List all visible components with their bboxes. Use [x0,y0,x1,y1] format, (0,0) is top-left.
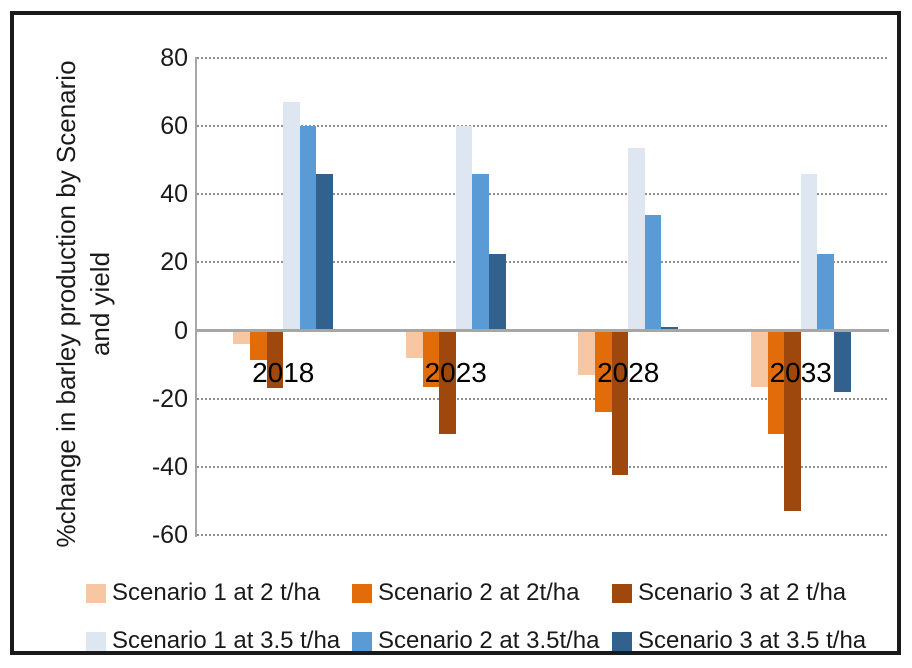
y-tick-label: -40 [151,452,188,481]
category-label: 2033 [769,356,832,388]
bar [595,330,612,413]
bar [800,173,818,331]
y-tick-label: 0 [174,316,188,345]
plot-area: 2018 2023 2028 2033 [195,57,889,537]
legend-swatch [352,631,372,651]
legend-item: Scenario 1 at 2 t/ha [86,578,320,608]
bar [578,330,596,375]
legend-label: Scenario 3 at 3.5 t/ha [638,627,867,654]
legend-label: Scenario 1 at 3.5 t/ha [112,627,341,654]
gridline [197,465,887,468]
gridline [197,534,887,536]
bar [439,330,456,435]
category-label: 2028 [597,356,660,388]
bar [644,214,662,331]
legend-item: Scenario 1 at 3.5 t/ha [86,626,340,656]
bar [250,330,267,360]
bar [299,126,317,331]
y-axis-title-line: %change in barley production by Scenario [51,60,81,548]
legend-label: Scenario 3 at 2 t/ha [638,579,847,606]
legend-swatch [352,583,372,603]
bar [316,173,334,331]
y-tick-label: 40 [160,180,188,209]
legend-item: Scenario 3 at 3.5 t/ha [612,626,866,656]
figure-border: %change in barley production by Scenario… [10,11,901,655]
gridline [197,125,887,128]
y-tick-label: 60 [160,112,188,141]
y-tick-label: 80 [160,44,188,72]
bar [488,253,506,331]
bar [817,253,834,331]
legend-item: Scenario 3 at 2 t/ha [612,578,846,608]
bar [422,330,440,387]
zero-axis-line [195,329,889,333]
bar [750,330,768,387]
legend-swatch [86,583,106,603]
legend-label: Scenario 2 at 3.5t/ha [378,627,600,654]
gridline [197,193,887,196]
y-tick-label: -60 [151,521,188,549]
gridline [197,397,887,400]
legend-label: Scenario 1 at 2 t/ha [112,579,321,606]
bar [405,330,423,358]
bar [266,330,284,389]
y-axis-title: %change in barley production by Scenario… [49,34,117,574]
legend-swatch [612,583,632,603]
y-axis-line [195,57,197,537]
gridline [197,261,887,264]
gridline [197,57,887,59]
bar [472,173,489,331]
legend-swatch [86,631,106,651]
category-label: 2018 [252,356,315,388]
legend-item: Scenario 2 at 3.5t/ha [352,626,599,656]
category-label: 2023 [424,356,487,388]
legend-swatch [612,631,632,651]
legend-item: Scenario 2 at 2t/ha [352,578,579,608]
y-tick-label: 20 [160,248,188,277]
y-tick-label: -20 [151,384,188,413]
bar [233,330,251,345]
bar [661,327,679,331]
bar [611,330,629,476]
bar [455,126,473,331]
bar [784,330,801,512]
bar [283,102,300,331]
legend-label: Scenario 2 at 2t/ha [378,579,580,606]
bar [767,330,785,435]
bar [628,148,645,331]
bar [833,330,851,392]
